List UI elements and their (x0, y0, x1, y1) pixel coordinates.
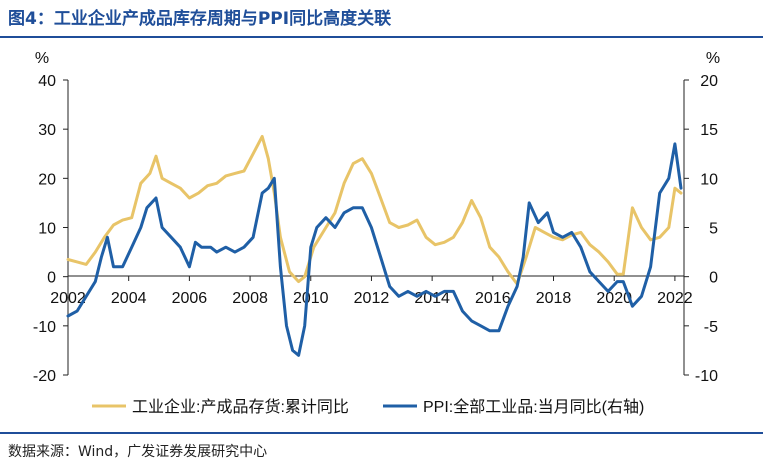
left-y-tick-label: 10 (38, 221, 56, 238)
x-tick-label: 2010 (293, 290, 329, 307)
left-y-tick-label: 0 (47, 270, 56, 287)
right-y-tick-label: 5 (709, 221, 718, 238)
left-y-tick-label: 20 (38, 171, 56, 188)
inventory-series-line (66, 135, 683, 286)
line-chart: -20 -10 0 10 20 30 40% -10 -5 0 5 10 15 20% 2002 2004 20… (33, 50, 720, 416)
chart-lines (66, 135, 683, 357)
x-tick-label: 2016 (475, 290, 511, 307)
data-source: 数据来源：Wind，广发证券发展研究中心 (8, 444, 268, 460)
x-tick-label: 2012 (354, 290, 390, 307)
chart-axes: -20 -10 0 10 20 30 40% -10 -5 0 5 10 15 20% 2002 2004 20… (33, 50, 720, 385)
figure-title: 图4：工业企业产成品库存周期与PPI同比高度关联 (8, 9, 392, 29)
x-tick-label: 2002 (50, 290, 86, 307)
right-y-tick-label: -10 (695, 368, 718, 385)
right-y-tick-label: 0 (709, 270, 718, 287)
legend-ppi-label: PPI:全部工业品:当月同比(右轴) (423, 398, 644, 416)
x-tick-label: 2008 (232, 290, 268, 307)
right-y-tick-label: -5 (704, 319, 718, 336)
right-y-tick-label: 20 (700, 73, 718, 90)
x-tick-label: 2004 (111, 290, 147, 307)
chart-legend: 工业企业:产成品存货:累计同比 PPI:全部工业品:当月同比(右轴) (92, 398, 644, 416)
ppi-series-line (66, 142, 683, 357)
left-y-tick-label: 30 (38, 122, 56, 139)
x-tick-label: 2018 (536, 290, 572, 307)
left-y-tick-label: -20 (33, 368, 56, 385)
right-y-tick-label: 10 (700, 171, 718, 188)
right-y-unit: % (706, 50, 720, 67)
legend-inventory-label: 工业企业:产成品存货:累计同比 (132, 398, 349, 416)
right-y-tick-label: 15 (700, 122, 718, 139)
left-y-tick-label: -10 (33, 319, 56, 336)
footer-rule (0, 432, 763, 434)
x-tick-label: 2022 (657, 290, 693, 307)
x-tick-label: 2020 (596, 290, 632, 307)
x-tick-label: 2006 (172, 290, 208, 307)
left-y-unit: % (35, 50, 49, 67)
title-rule (0, 36, 763, 38)
left-y-tick-label: 40 (38, 73, 56, 90)
